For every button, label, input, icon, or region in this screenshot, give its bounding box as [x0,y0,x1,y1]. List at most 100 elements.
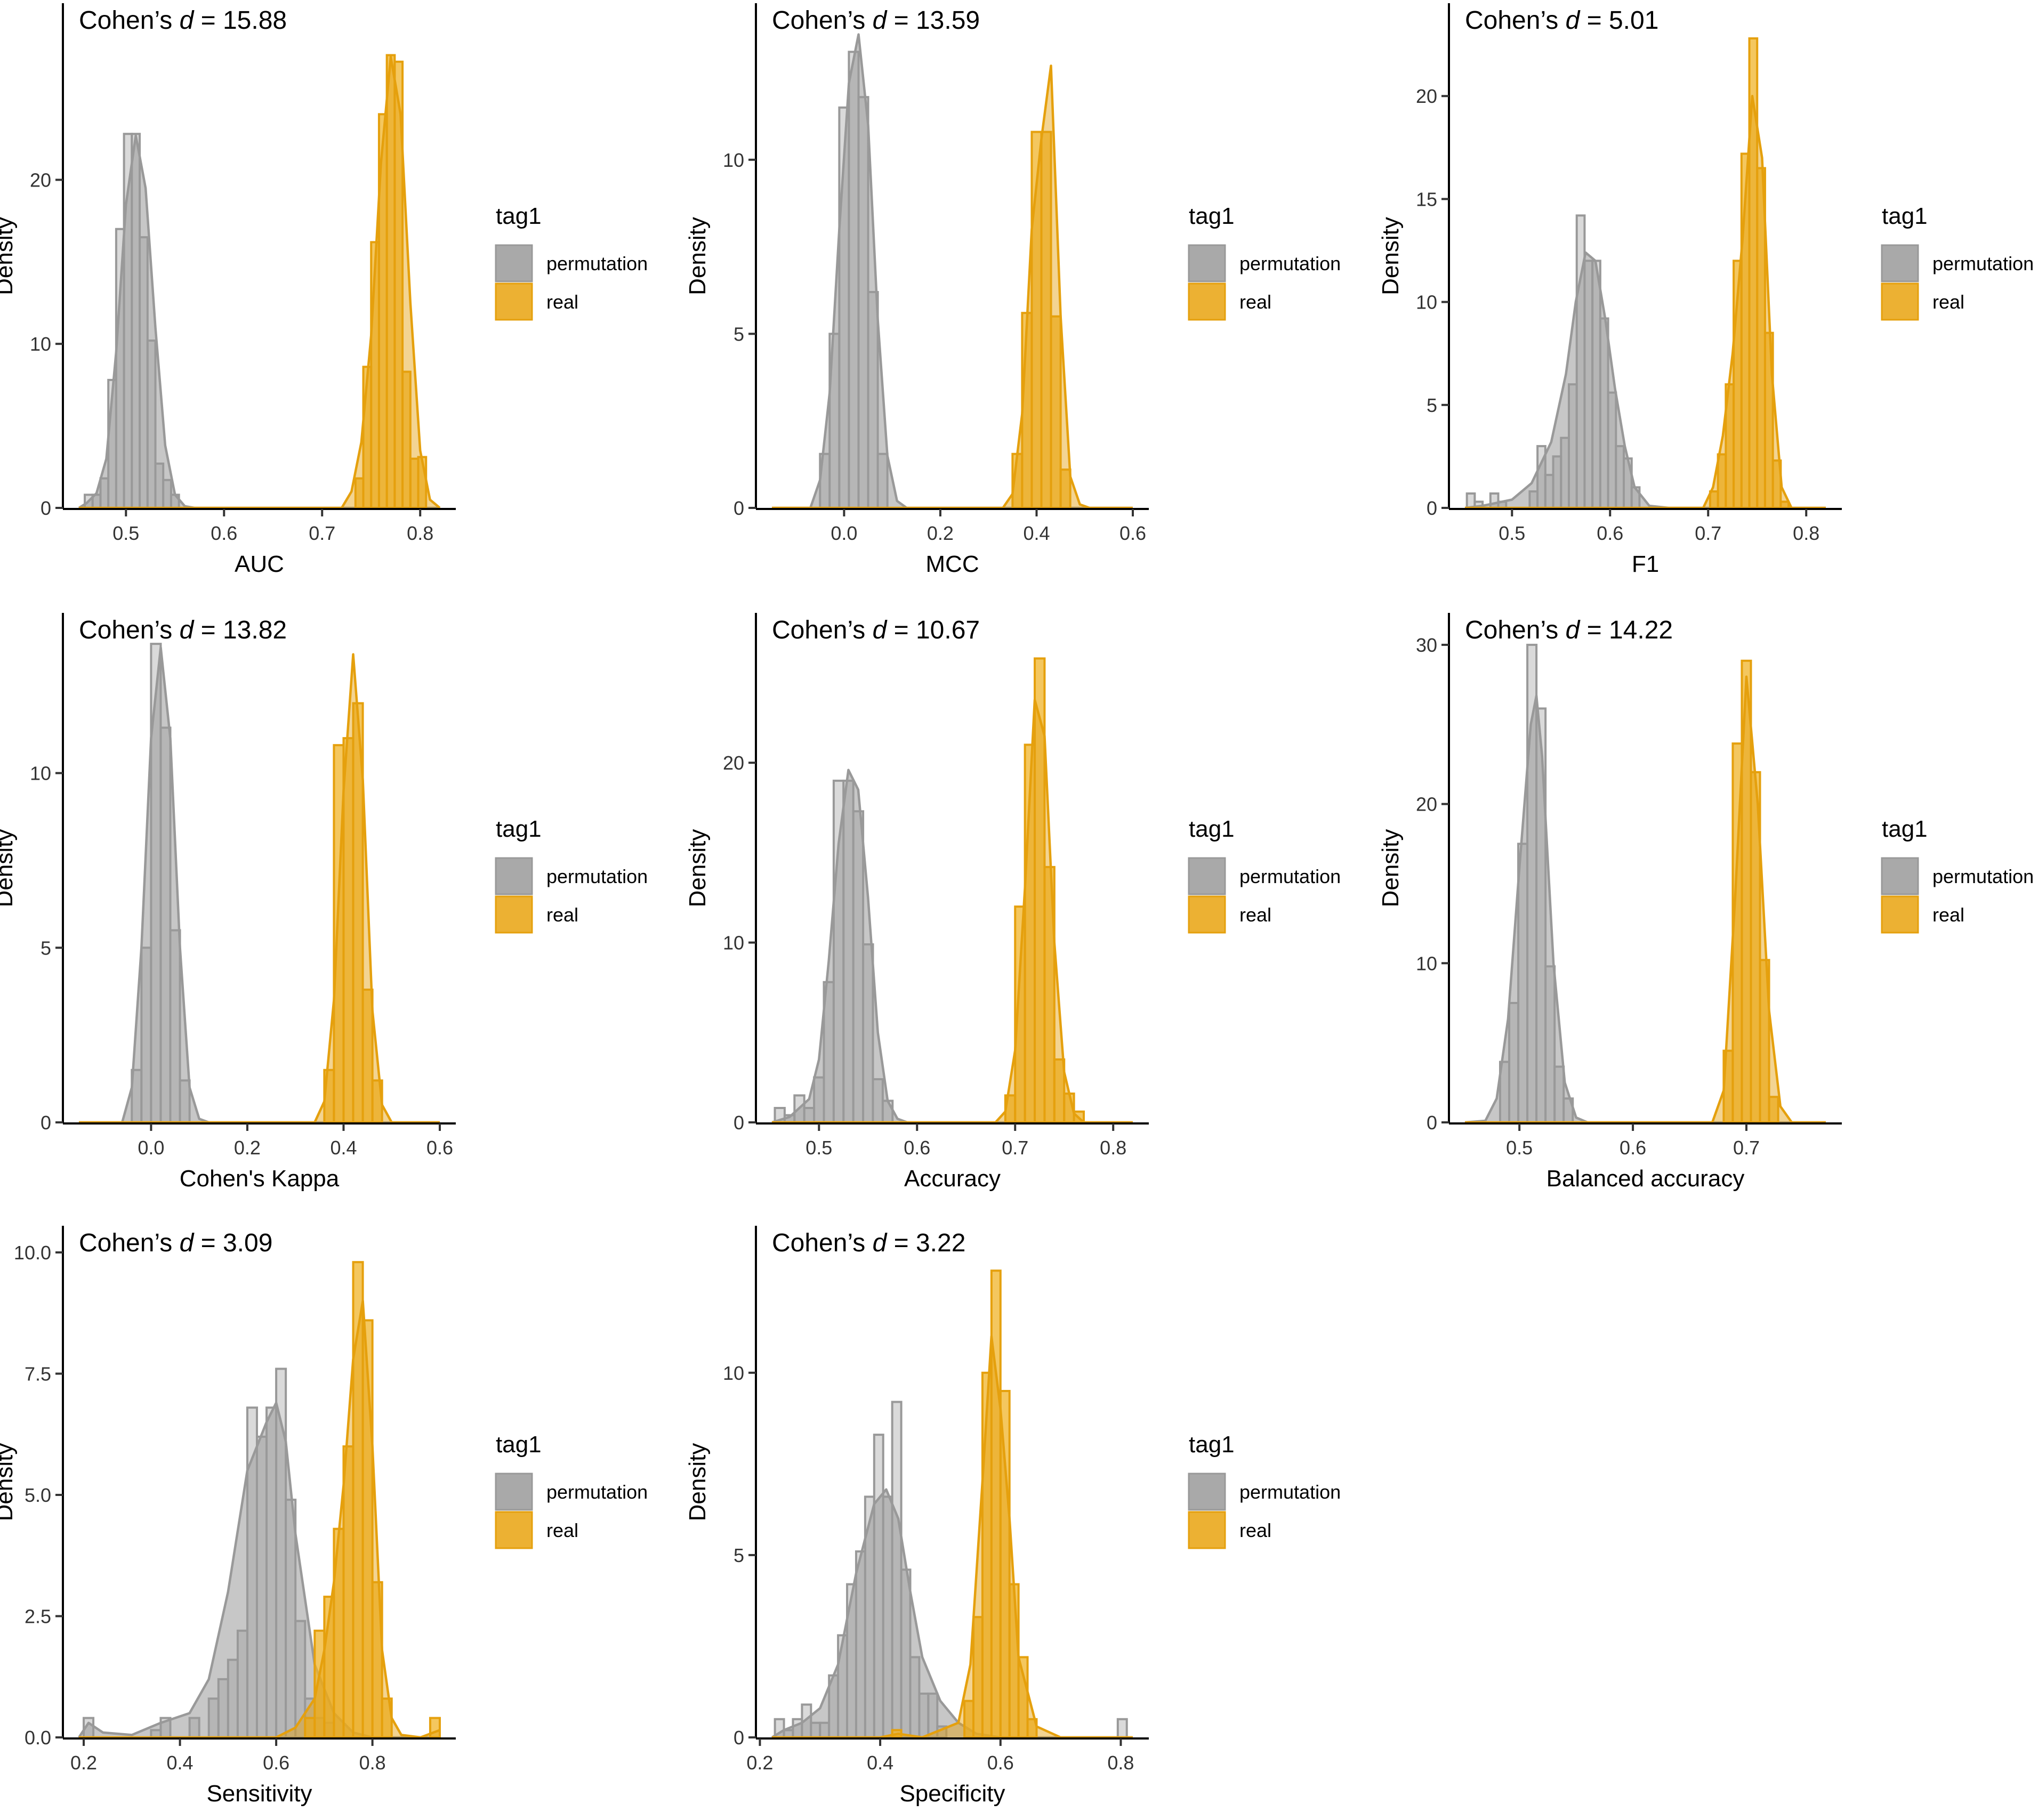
annotation-italic-d: d [180,6,195,35]
y-tick-label: 10.0 [14,1242,51,1264]
legend-key-permutation [495,857,533,895]
x-tick-label: 0.6 [1620,1137,1646,1159]
x-axis-title: AUC [235,551,284,577]
density-area-permutation [79,647,440,1122]
y-axis-title: Density [684,217,711,295]
density-line-permutation [771,769,1133,1124]
series-permutation [78,133,440,509]
density-area-permutation [1465,252,1826,508]
annotation-prefix: Cohen’s [1465,6,1566,35]
density-area-real [1465,96,1826,508]
density-line-real [79,55,441,509]
legend: tag1 permutation real [495,203,648,321]
annotation-value: = 3.22 [887,1229,965,1257]
legend-label-permutation: permutation [546,253,648,274]
density-line-real [1465,94,1826,509]
series-real [79,54,441,509]
x-tick-label: 0.6 [1597,522,1623,544]
annotation-prefix: Cohen’s [772,616,873,644]
y-tick-label: 0 [734,1112,744,1134]
legend-key-permutation [1188,857,1226,895]
y-tick-label: 30 [1416,634,1437,656]
x-tick-label: 0.0 [138,1137,164,1159]
y-tick-label: 20 [723,752,744,774]
density-line-real [79,653,440,1124]
legend-label-real: real [546,904,578,926]
y-tick-label: 10 [723,932,744,954]
legend-label-permutation: permutation [1239,253,1341,274]
series-real [1465,37,1826,509]
y-tick-label: 7.5 [25,1363,51,1385]
legend: tag1 permutation real [1188,816,1341,934]
legend: tag1 permutation real [495,1431,648,1549]
legend-title: tag1 [1189,203,1235,229]
annotation-prefix: Cohen’s [1465,616,1566,644]
x-axis-title: Cohen's Kappa [180,1166,340,1192]
legend-label-real: real [1239,904,1271,926]
series-real [772,657,1133,1124]
x-tick-label: 0.2 [746,1752,773,1774]
legend-key-permutation [1881,857,1919,895]
density-area-real [79,654,440,1122]
series-permutation [79,643,440,1124]
legend-key-real [1881,895,1919,934]
density-area-real [772,1336,1133,1737]
legend-title: tag1 [1189,816,1235,842]
y-tick-label: 0 [41,1112,51,1134]
legend-title: tag1 [1882,816,1928,842]
legend-label-real: real [546,291,578,313]
y-tick-label: 10 [723,1362,744,1384]
x-tick-label: 0.8 [1107,1752,1134,1774]
y-axis-title: Density [0,829,18,908]
x-tick-label: 0.6 [263,1752,289,1774]
x-tick-label: 0.6 [904,1137,930,1159]
legend: tag1 permutation real [1188,203,1341,321]
x-tick-label: 0.4 [330,1137,357,1159]
y-tick-label: 5 [1427,394,1437,416]
x-tick-label: 0.8 [359,1752,386,1774]
density-line-permutation [772,33,1133,509]
y-tick-label: 0 [1427,1112,1437,1134]
chart-panel-2: 0.0 0.2 0.4 0.6 0 5 10 MCC Density Cohen’s d = 13… [684,3,1341,577]
series-real [79,653,440,1124]
chart-panel-3: 0.5 0.6 0.7 0.8 0 5 10 15 20 F1 Density Cohen’s d =… [1378,3,2034,577]
annotation-prefix: Cohen’s [79,6,180,35]
legend: tag1 permutation real [1881,203,2034,321]
x-tick-label: 0.4 [867,1752,893,1774]
legend-key-permutation [495,1473,533,1511]
legend-label-real: real [1239,291,1271,313]
y-tick-label: 10 [30,763,51,784]
y-tick-label: 10 [30,333,51,355]
chart-panel-5: 0.5 0.6 0.7 0.8 0 10 20 Accuracy Density Cohen’s … [684,613,1341,1192]
y-axis-title: Density [1378,829,1404,908]
y-tick-label: 15 [1416,188,1437,210]
annotation-prefix: Cohen’s [772,6,873,35]
legend-key-real [495,282,533,321]
chart-panel-7: 0.2 0.4 0.6 0.8 0.0 2.5 5.0 7.5 10.0 Sensitivity D… [0,1226,648,1807]
density-area-permutation [1465,695,1826,1122]
x-tick-label: 0.5 [1506,1137,1533,1159]
x-tick-label: 0.5 [112,522,139,544]
legend-title: tag1 [496,816,542,842]
legend: tag1 permutation real [1188,1431,1341,1549]
annotation-value: = 13.82 [194,616,287,644]
annotation-value: = 10.67 [887,616,980,644]
annotation-italic-d: d [180,1229,195,1257]
legend: tag1 permutation real [1881,816,2034,934]
annotation-prefix: Cohen’s [79,1229,180,1257]
legend-label-permutation: permutation [1239,1481,1341,1503]
legend-title: tag1 [1189,1431,1235,1458]
legend-key-real [1188,895,1226,934]
density-line-real [772,1335,1133,1739]
x-tick-label: 0.2 [234,1137,261,1159]
legend-label-permutation: permutation [1239,865,1341,887]
cohens-d-annotation: Cohen’s d = 10.67 [772,616,980,644]
density-area-real [772,66,1133,508]
y-tick-label: 0 [734,1727,744,1749]
legend-key-permutation [1188,244,1226,282]
legend-key-real [1881,282,1919,321]
annotation-value: = 15.88 [194,6,287,35]
y-axis-title: Density [0,1443,18,1522]
y-tick-label: 2.5 [25,1606,51,1628]
